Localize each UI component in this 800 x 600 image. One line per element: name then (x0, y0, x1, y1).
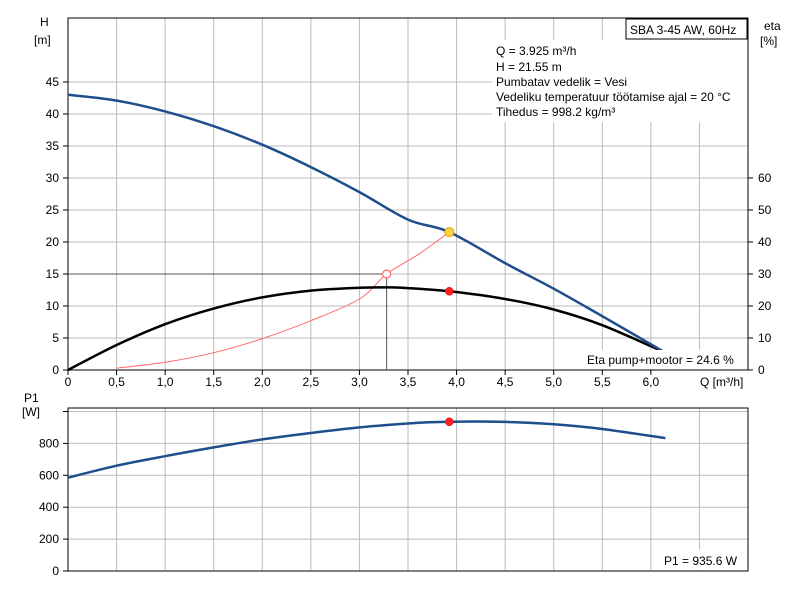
x-tick-label: 3,5 (400, 375, 417, 389)
x-tick-label: 5,5 (594, 375, 611, 389)
x-tick-label: 1,0 (157, 375, 174, 389)
x-tick-label: 3,0 (351, 375, 368, 389)
y-tick-label: 35 (46, 139, 60, 153)
y-axis-unit-p1: [W] (22, 405, 40, 419)
y2-axis-unit-eta: [%] (760, 34, 777, 48)
x-axis-label: Q [m³/h] (700, 375, 743, 389)
y-tick-label: 40 (46, 107, 60, 121)
x-tick-label: 0 (65, 375, 72, 389)
info-flow: Q = 3.925 m³/h (496, 44, 576, 58)
bottom-chart-frame (67, 407, 749, 572)
x-tick-label: 2,0 (254, 375, 271, 389)
bottom-chart-grid (67, 408, 748, 572)
y-tick-label: 25 (46, 203, 60, 217)
y2-tick-label: 60 (758, 171, 772, 185)
eta-readout: Eta pump+mootor = 24.6 % (587, 353, 734, 367)
y2-tick-label: 20 (758, 299, 772, 313)
efficiency-curve (67, 286, 666, 372)
y-tick-label: 10 (46, 299, 60, 313)
y2-axis-label-eta: eta (764, 19, 781, 33)
info-liquid: Pumbatav vedelik = Vesi (496, 75, 627, 89)
y-axis-unit-h: [m] (34, 33, 51, 47)
y-tick-label: 600 (39, 468, 59, 482)
x-tick-label: 6,0 (643, 375, 660, 389)
x-tick-label: 4,0 (448, 375, 465, 389)
info-temperature: Vedeliku temperatuur töötamise ajal = 20… (496, 90, 731, 104)
info-box (492, 40, 747, 122)
y-tick-label: 5 (52, 331, 59, 345)
y2-tick-label: 30 (758, 267, 772, 281)
x-tick-label: 0,5 (108, 375, 125, 389)
y2-tick-label: 50 (758, 203, 772, 217)
bottom-chart-ticks: 0 200 400 600 800 (39, 411, 68, 578)
y2-tick-label: 40 (758, 235, 772, 249)
duty-point-eta (445, 287, 454, 296)
duty-point-p1 (445, 417, 454, 427)
info-density: Tihedus = 998.2 kg/m³ (496, 105, 615, 119)
y2-tick-label: 10 (758, 331, 772, 345)
y-tick-label: 30 (46, 171, 60, 185)
top-chart-ticks: 0 0,5 1,0 1,5 2,0 2,5 3,0 3,5 4,0 4,5 5,0 5,5 6,0 0 5 1… (46, 75, 772, 389)
info-head: H = 21.55 m (496, 60, 562, 74)
qh-curve (67, 93, 667, 354)
eta-text-box (584, 350, 747, 369)
title-box (625, 18, 748, 40)
x-tick-label: 4,5 (497, 375, 514, 389)
y-tick-label: 200 (39, 532, 59, 546)
y2-tick-label: 0 (758, 363, 765, 377)
y-tick-label: 15 (46, 267, 60, 281)
reference-point (382, 269, 392, 279)
x-tick-label: 5,0 (545, 375, 562, 389)
p1-text-box (660, 550, 747, 570)
p1-curve (67, 420, 666, 479)
y-axis-label-p1: P1 (24, 391, 39, 405)
y-tick-label: 20 (46, 235, 60, 249)
duty-point-qh (444, 227, 455, 238)
y-tick-label: 0 (52, 363, 59, 377)
y-tick-label: 0 (52, 564, 59, 578)
y-axis-label-h: H (40, 15, 49, 29)
system-curve (116, 231, 450, 369)
y-tick-label: 800 (39, 436, 59, 450)
x-tick-label: 1,5 (205, 375, 222, 389)
y-tick-label: 400 (39, 500, 59, 514)
p1-readout: P1 = 935.6 W (664, 554, 738, 568)
x-tick-label: 2,5 (303, 375, 320, 389)
y-tick-label: 45 (46, 75, 60, 89)
chart-title: SBA 3-45 AW, 60Hz (630, 23, 736, 37)
